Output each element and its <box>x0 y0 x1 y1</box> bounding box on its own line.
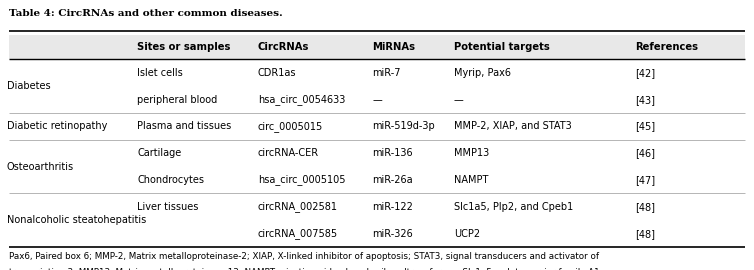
Text: —: — <box>454 94 464 104</box>
Text: Slc1a5, Plp2, and Cpeb1: Slc1a5, Plp2, and Cpeb1 <box>454 202 573 212</box>
Text: transcription 3; MMP13, Matrix metalloproteinase 13; NAMPT, nicotinamide phospho: transcription 3; MMP13, Matrix metallopr… <box>9 268 599 270</box>
Text: UCP2: UCP2 <box>454 229 480 239</box>
Text: References: References <box>635 42 698 52</box>
Text: [48]: [48] <box>635 229 655 239</box>
Text: —: — <box>372 94 382 104</box>
Text: [45]: [45] <box>635 122 655 131</box>
Text: CircRNAs: CircRNAs <box>258 42 309 52</box>
Text: hsa_circ_0054633: hsa_circ_0054633 <box>258 94 345 105</box>
Text: Cartilage: Cartilage <box>137 148 182 158</box>
Text: MMP13: MMP13 <box>454 148 489 158</box>
Text: Chondrocytes: Chondrocytes <box>137 175 204 185</box>
Text: [43]: [43] <box>635 94 655 104</box>
Text: circRNA-CER: circRNA-CER <box>258 148 319 158</box>
Text: circRNA_007585: circRNA_007585 <box>258 228 338 239</box>
Text: peripheral blood: peripheral blood <box>137 94 217 104</box>
Text: Potential targets: Potential targets <box>454 42 550 52</box>
Text: MMP-2, XIAP, and STAT3: MMP-2, XIAP, and STAT3 <box>454 122 572 131</box>
Text: [46]: [46] <box>635 148 655 158</box>
Text: Plasma and tissues: Plasma and tissues <box>137 122 231 131</box>
Text: miR-326: miR-326 <box>372 229 413 239</box>
Text: miR-122: miR-122 <box>372 202 413 212</box>
Text: [42]: [42] <box>635 68 655 78</box>
Text: Myrip, Pax6: Myrip, Pax6 <box>454 68 511 78</box>
Text: miR-7: miR-7 <box>372 68 401 78</box>
Text: MiRNAs: MiRNAs <box>372 42 415 52</box>
Text: NAMPT: NAMPT <box>454 175 489 185</box>
Text: circ_0005015: circ_0005015 <box>258 121 323 132</box>
Text: [48]: [48] <box>635 202 655 212</box>
Text: Osteoarthritis: Osteoarthritis <box>7 162 74 172</box>
Text: circRNA_002581: circRNA_002581 <box>258 201 338 212</box>
Text: Diabetic retinopathy: Diabetic retinopathy <box>7 122 107 131</box>
Text: Sites or samples: Sites or samples <box>137 42 231 52</box>
Text: Pax6, Paired box 6; MMP-2, Matrix metalloproteinase-2; XIAP, X-linked inhibitor : Pax6, Paired box 6; MMP-2, Matrix metall… <box>9 252 599 261</box>
Bar <box>9 35 745 59</box>
Text: Liver tissues: Liver tissues <box>137 202 198 212</box>
Text: CDR1as: CDR1as <box>258 68 296 78</box>
Text: [47]: [47] <box>635 175 655 185</box>
Text: Nonalcoholic steatohepatitis: Nonalcoholic steatohepatitis <box>7 215 146 225</box>
Text: Islet cells: Islet cells <box>137 68 183 78</box>
Text: miR-26a: miR-26a <box>372 175 413 185</box>
Text: Table 4: CircRNAs and other common diseases.: Table 4: CircRNAs and other common disea… <box>9 9 283 18</box>
Text: hsa_circ_0005105: hsa_circ_0005105 <box>258 175 345 185</box>
Text: miR-519d-3p: miR-519d-3p <box>372 122 435 131</box>
Text: Diabetes: Diabetes <box>7 81 51 91</box>
Text: miR-136: miR-136 <box>372 148 413 158</box>
